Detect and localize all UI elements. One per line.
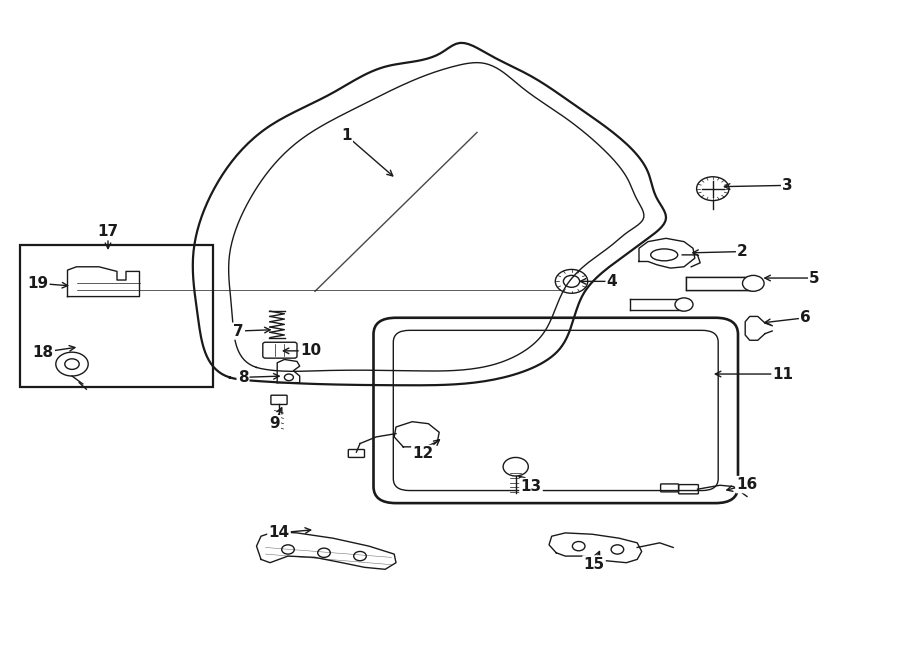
- Text: 14: 14: [268, 526, 290, 540]
- Text: 3: 3: [782, 178, 793, 193]
- Text: 5: 5: [809, 271, 820, 285]
- Text: 17: 17: [97, 224, 119, 239]
- Text: 15: 15: [583, 557, 605, 571]
- Text: 12: 12: [412, 446, 434, 461]
- Text: 18: 18: [32, 345, 54, 359]
- Text: 6: 6: [800, 310, 811, 325]
- Text: 13: 13: [520, 479, 542, 494]
- Text: 8: 8: [238, 370, 248, 385]
- Text: 10: 10: [300, 344, 321, 358]
- Text: 7: 7: [233, 324, 244, 338]
- Text: 2: 2: [737, 244, 748, 259]
- Text: 4: 4: [607, 274, 617, 289]
- Bar: [20, 245, 213, 387]
- Text: 19: 19: [27, 276, 49, 291]
- Text: 11: 11: [772, 367, 794, 381]
- Text: 9: 9: [269, 416, 280, 431]
- Circle shape: [742, 275, 764, 291]
- Circle shape: [675, 298, 693, 311]
- Text: 1: 1: [341, 128, 352, 143]
- Text: 16: 16: [736, 477, 758, 492]
